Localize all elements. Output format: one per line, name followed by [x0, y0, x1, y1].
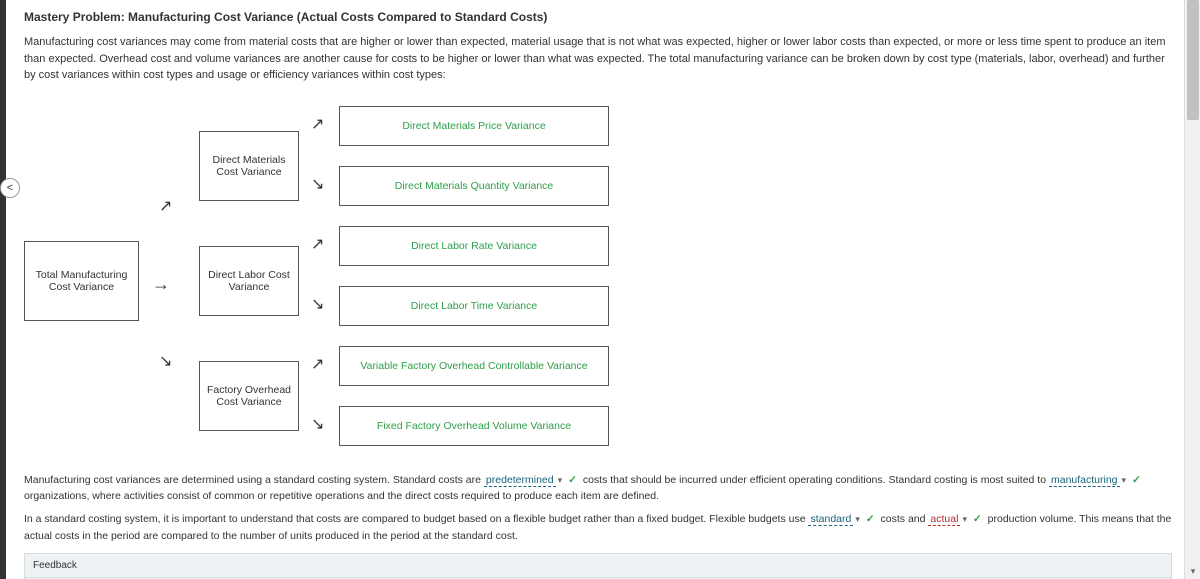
- node-mat-price: Direct Materials Price Variance: [339, 106, 609, 146]
- arrow-ne-icon: ↗: [311, 114, 324, 134]
- node-labor-time: Direct Labor Time Variance: [339, 286, 609, 326]
- node-labor-rate: Direct Labor Rate Variance: [339, 226, 609, 266]
- scrollbar-thumb[interactable]: [1187, 0, 1199, 120]
- node-labor: Direct Labor Cost Variance: [199, 246, 299, 316]
- arrow-ne-icon: ↗: [159, 196, 172, 216]
- arrow-icon: →: [152, 274, 170, 295]
- check-icon: ✓: [1129, 474, 1144, 486]
- text: costs that should be incurred under effi…: [583, 474, 1049, 486]
- node-overhead: Factory Overhead Cost Variance: [199, 361, 299, 431]
- paragraph-1: Manufacturing cost variances are determi…: [24, 472, 1172, 506]
- variance-diagram: Total Manufacturing Cost Variance → ↗ ↘ …: [24, 96, 1172, 466]
- node-mat-qty: Direct Materials Quantity Variance: [339, 166, 609, 206]
- text: In a standard costing system, it is impo…: [24, 513, 808, 525]
- text: organizations, where activities consist …: [24, 490, 659, 502]
- node-oh-fixed: Fixed Factory Overhead Volume Variance: [339, 406, 609, 446]
- dropdown-manufacturing[interactable]: manufacturing: [1049, 474, 1120, 487]
- chevron-down-icon[interactable]: ▾: [556, 475, 563, 485]
- dropdown-actual[interactable]: actual: [928, 513, 960, 526]
- arrow-ne-icon: ↗: [311, 234, 324, 254]
- scroll-down-icon[interactable]: ▾: [1185, 563, 1200, 579]
- collapse-panel-button[interactable]: <: [0, 178, 20, 198]
- node-materials: Direct Materials Cost Variance: [199, 131, 299, 201]
- dropdown-standard[interactable]: standard: [808, 513, 853, 526]
- page-title: Mastery Problem: Manufacturing Cost Vari…: [24, 10, 1172, 24]
- arrow-se-icon: ↘: [159, 351, 172, 371]
- chevron-down-icon[interactable]: ▾: [960, 514, 967, 524]
- paragraph-2: In a standard costing system, it is impo…: [24, 511, 1172, 545]
- check-icon: ✓: [970, 513, 985, 525]
- check-icon: ✓: [565, 474, 580, 486]
- feedback-panel: Feedback ▾ Check My Work Standards are s…: [24, 553, 1172, 579]
- text: costs and: [881, 513, 929, 525]
- feedback-header: Feedback: [25, 554, 1171, 578]
- chevron-down-icon[interactable]: ▾: [1120, 475, 1127, 485]
- text: Manufacturing cost variances are determi…: [24, 474, 484, 486]
- node-oh-var: Variable Factory Overhead Controllable V…: [339, 346, 609, 386]
- content-page: Mastery Problem: Manufacturing Cost Vari…: [12, 0, 1184, 579]
- arrow-se-icon: ↘: [311, 294, 324, 314]
- intro-paragraph: Manufacturing cost variances may come fr…: [24, 34, 1172, 84]
- arrow-ne-icon: ↗: [311, 354, 324, 374]
- node-root: Total Manufacturing Cost Variance: [24, 241, 139, 321]
- dropdown-predetermined[interactable]: predetermined: [484, 474, 556, 487]
- arrow-se-icon: ↘: [311, 414, 324, 434]
- chevron-down-icon[interactable]: ▾: [853, 514, 860, 524]
- arrow-se-icon: ↘: [311, 174, 324, 194]
- check-icon: ✓: [863, 513, 878, 525]
- vertical-scrollbar[interactable]: ▴ ▾: [1184, 0, 1200, 579]
